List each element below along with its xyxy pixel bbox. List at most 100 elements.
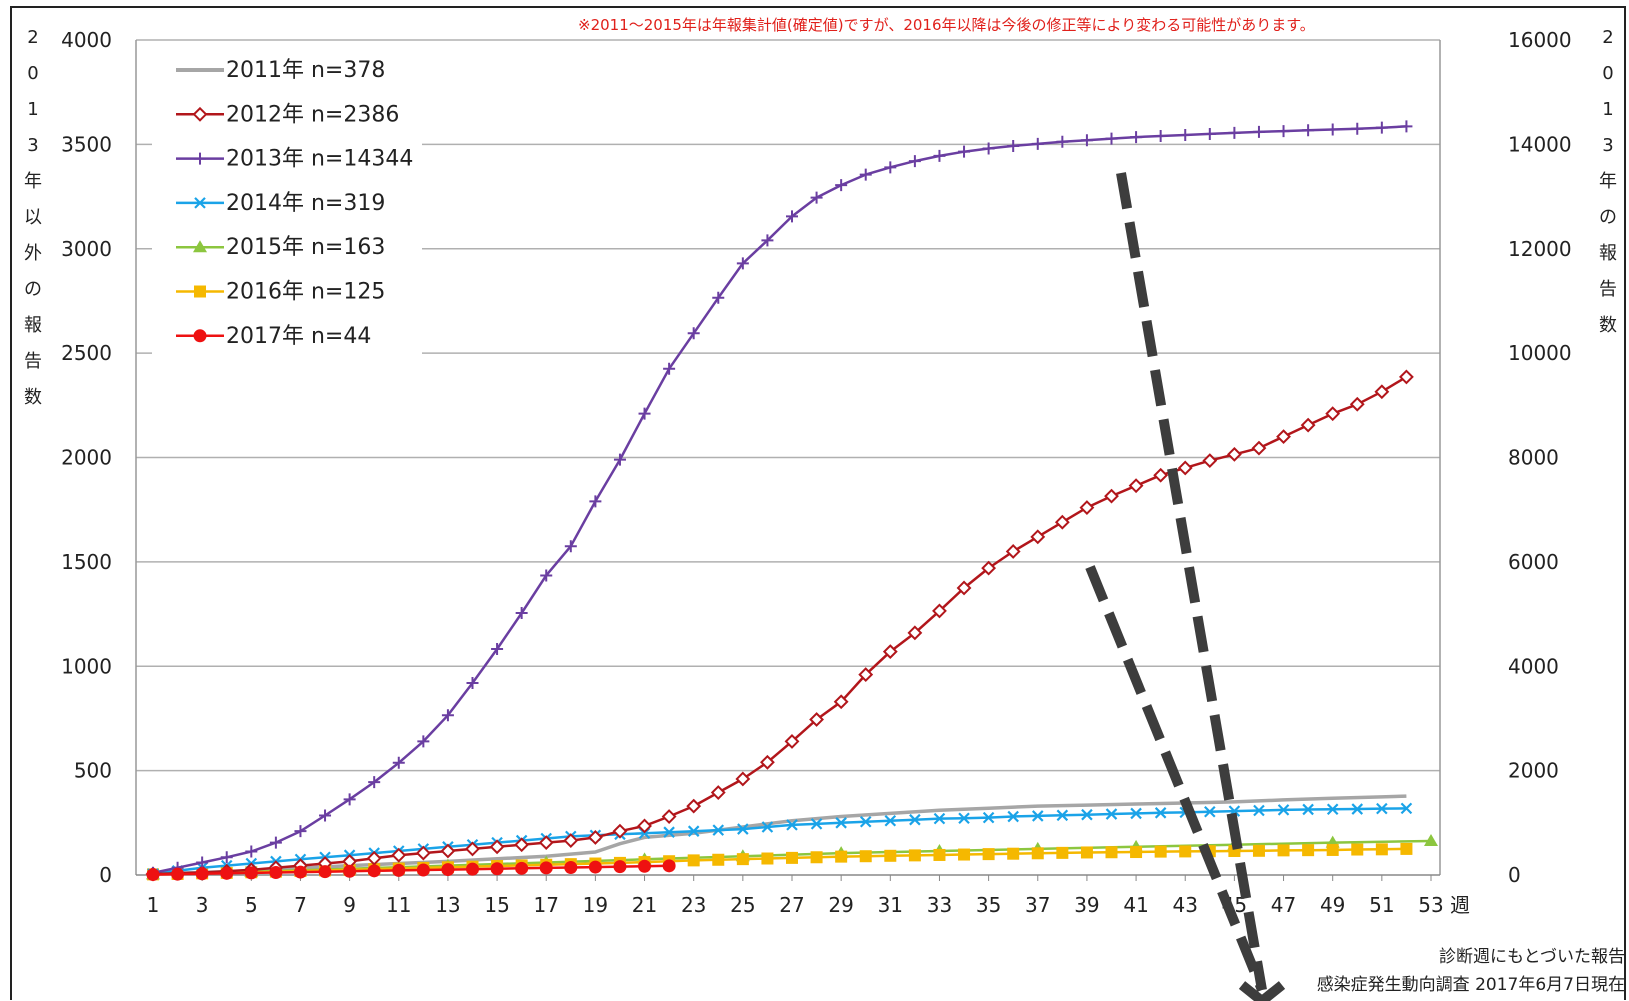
x-tick-label: 11	[386, 893, 411, 917]
y-left-tick-label: 0	[99, 863, 112, 887]
diamond-marker	[1128, 478, 1144, 494]
diamond-marker	[833, 694, 849, 710]
x-marker	[786, 819, 798, 831]
square-marker	[810, 851, 823, 864]
x-tick-label: 27	[779, 893, 804, 917]
legend-item: 2014年 n=319	[176, 191, 385, 216]
triangle-marker	[1424, 833, 1438, 846]
legend-item: 2012年 n=2386	[176, 102, 399, 127]
plus-marker	[269, 836, 282, 849]
diamond-marker	[1054, 514, 1070, 530]
legend-item: 2011年 n=378	[176, 58, 385, 83]
x-marker	[1007, 810, 1019, 823]
diamond-marker	[784, 733, 800, 749]
annotation-arrows	[1085, 172, 1286, 1001]
square-marker	[884, 849, 897, 862]
diamond-marker	[1325, 406, 1341, 422]
chart-frame	[10, 6, 1626, 1000]
plus-marker	[343, 793, 356, 806]
y-left-tick-label: 500	[74, 759, 112, 783]
x-tick-label: 25	[730, 893, 755, 917]
chart-note: ※2011～2015年は年報集計値(確定値)ですが、2016年以降は今後の修正等…	[578, 16, 1315, 34]
x-tick-label: 23	[681, 893, 706, 917]
diamond-marker	[1300, 417, 1316, 433]
circle-marker	[193, 329, 207, 343]
plus-marker	[1179, 128, 1192, 141]
arrow-head	[1238, 981, 1286, 1001]
square-marker	[786, 851, 798, 864]
plus-marker	[663, 362, 676, 375]
circle-marker	[171, 867, 185, 881]
y-left-tick-label: 2000	[61, 446, 112, 470]
y-right-tick-label: 10000	[1508, 341, 1572, 365]
plus-marker	[687, 327, 700, 340]
x-tick-label: 3	[196, 893, 209, 917]
diamond-marker	[760, 754, 775, 770]
circle-marker	[343, 864, 357, 878]
plus-marker	[859, 168, 872, 181]
circle-marker	[515, 861, 529, 875]
plus-marker	[736, 257, 749, 270]
diamond-marker	[686, 798, 702, 814]
x-tick-label: 51	[1369, 893, 1394, 917]
diamond-marker	[907, 625, 923, 641]
dashed-arrow-line	[1085, 565, 1267, 992]
plus-marker	[810, 191, 823, 204]
diamond-marker	[1349, 396, 1365, 412]
x-marker	[810, 818, 823, 830]
plus-marker	[1080, 134, 1093, 147]
series-2017	[146, 859, 676, 882]
series-line-2017	[152, 864, 670, 876]
plus-marker	[368, 776, 381, 789]
plus-marker	[1105, 132, 1118, 145]
x-marker	[687, 825, 700, 837]
square-marker	[1105, 846, 1118, 859]
plus-marker	[1375, 121, 1388, 134]
plus-marker	[220, 851, 233, 864]
plus-marker	[1400, 120, 1413, 133]
plus-marker	[1277, 125, 1290, 138]
y-left-tick-label: 1000	[61, 654, 112, 678]
diamond-marker	[1177, 460, 1193, 476]
x-marker	[1351, 803, 1364, 815]
x-marker	[982, 811, 995, 824]
diamond-marker	[1104, 488, 1119, 504]
x-marker	[1081, 808, 1093, 821]
x-marker	[737, 823, 749, 835]
square-marker	[194, 285, 206, 298]
diamond-marker	[981, 560, 997, 576]
y-right-tick-label: 14000	[1508, 132, 1572, 156]
diamond-marker	[882, 644, 898, 660]
plus-marker	[589, 495, 602, 508]
square-marker	[1031, 847, 1044, 860]
plus-marker	[786, 210, 798, 223]
plus-marker	[712, 291, 725, 304]
circle-marker	[588, 860, 602, 874]
x-marker	[1031, 810, 1044, 822]
y-right-tick-label: 8000	[1508, 446, 1559, 470]
square-marker	[933, 848, 946, 861]
diamond-marker	[563, 833, 579, 848]
x-marker	[1400, 802, 1413, 815]
circle-marker	[539, 861, 553, 875]
diamond-marker	[587, 830, 603, 845]
x-tick-label: 5	[245, 893, 258, 917]
circle-marker	[392, 863, 406, 877]
circle-marker	[293, 865, 307, 879]
x-marker	[909, 813, 921, 826]
diamond-marker	[465, 841, 480, 857]
square-marker	[1056, 846, 1069, 859]
y-right-tick-label: 16000	[1508, 28, 1572, 52]
plus-marker	[1203, 127, 1216, 140]
legend-item: 2015年 n=163	[176, 235, 385, 260]
circle-marker	[146, 868, 160, 882]
diamond-marker	[1399, 369, 1414, 385]
plus-marker	[1326, 123, 1339, 136]
y-right-tick-label: 4000	[1508, 654, 1559, 678]
circle-marker	[613, 860, 627, 874]
diamond-marker	[661, 809, 677, 824]
diamond-marker	[956, 580, 972, 596]
square-marker	[1326, 843, 1339, 856]
square-marker	[1007, 847, 1020, 860]
footer-line-2: 感染症発生動向調査 2017年6月7日現在	[1316, 975, 1625, 995]
